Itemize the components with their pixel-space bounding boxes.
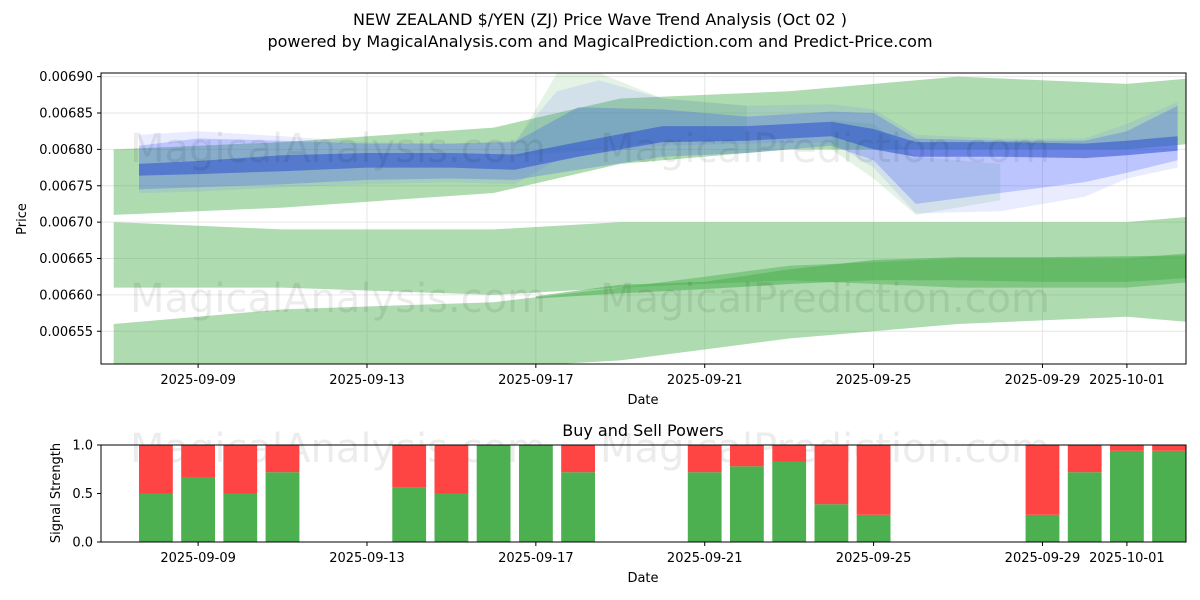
price-x-ticks: 2025-09-09 2025-09-13 2025-09-17 2025-09-21… [160,364,1165,388]
buy-bar [1067,472,1102,542]
signal-x-tick-label: 2025-09-17 [498,551,574,566]
price-gridlines [101,73,1186,364]
sell-bar [1067,445,1102,473]
signal-bars [139,445,1186,542]
price-waves [139,80,1178,214]
buy-bar [1025,514,1060,542]
price-wave-wave-spread [139,105,1178,204]
buy-bar [814,504,849,542]
buy-bar [434,493,469,542]
signal-x-tick-label: 2025-09-13 [329,551,405,566]
signal-title: Buy and Sell Powers [562,421,724,440]
signal-x-tick-label: 2025-09-29 [1005,551,1081,566]
price-band-inner-band [535,255,1186,299]
sell-bar [223,445,258,494]
price-y-tick-label: 0.00670 [39,216,93,231]
price-bands [113,73,1186,364]
buy-bar [1110,450,1144,542]
buy-bar [265,472,300,542]
price-wave-wave-core [139,121,1178,176]
price-band-upper-band [113,76,1186,215]
price-y-tick-label: 0.00655 [39,325,93,340]
sell-bar [772,445,807,462]
price-wave-wave-outer [139,80,1178,214]
price-axes-frame [100,72,1187,365]
chart-title: NEW ZEALAND $/YEN (ZJ) Price Wave Trend … [353,10,847,29]
price-x-tick-label: 2025-09-09 [160,373,236,388]
buy-bar [561,472,595,542]
price-x-tick-label: 2025-09-17 [498,373,574,388]
price-x-tick-label: 2025-09-25 [836,373,912,388]
signal-x-tick-label: 2025-10-01 [1089,551,1165,566]
buy-bar [687,472,722,542]
chart-subtitle: powered by MagicalAnalysis.com and Magic… [267,32,932,51]
sell-bar [814,445,849,505]
buy-bar [476,445,511,542]
sell-bar [392,445,427,488]
signal-x-label: Date [627,571,658,586]
watermark-prediction-mid: MagicalPrediction.com [600,276,1050,322]
watermark-analysis-mid: MagicalAnalysis.com [130,276,546,322]
signal-y-ticks: 0.0 0.5 1.0 [72,439,101,551]
signal-x-ticks: 2025-09-09 2025-09-13 2025-09-17 2025-09-21… [160,542,1165,566]
watermark-analysis-top: MagicalAnalysis.com [130,126,546,172]
price-band-lower-band [113,253,1186,364]
sell-bar [856,445,891,515]
price-y-label: Price [15,203,30,235]
buy-bar [1152,450,1186,542]
price-y-tick-label: 0.00665 [39,252,93,267]
price-y-ticks: 0.00655 0.00660 0.00665 0.00670 0.00675 0.006… [39,70,101,340]
sell-bar [139,445,173,494]
sell-bar [1110,445,1144,451]
sell-bar [1025,445,1060,515]
price-x-tick-label: 2025-09-29 [1005,373,1081,388]
signal-x-tick-label: 2025-09-21 [667,551,743,566]
buy-bar [139,493,173,542]
buy-bar [519,445,553,542]
signal-x-tick-label: 2025-09-09 [160,551,236,566]
buy-bar [181,477,215,542]
buy-bar [730,466,764,542]
price-x-tick-label: 2025-09-21 [667,373,743,388]
sell-bar [181,445,215,477]
buy-bar [772,461,807,542]
price-x-tick-label: 2025-09-13 [329,373,405,388]
signal-panel: Buy and Sell Powers MagicalAnalysis.com … [49,421,1187,586]
sell-bar [1152,445,1186,451]
price-x-tick-label: 2025-10-01 [1089,373,1165,388]
price-y-tick-label: 0.00680 [39,143,93,158]
sell-bar [561,445,595,473]
sell-bar [687,445,722,473]
price-y-tick-label: 0.00685 [39,107,93,122]
sell-bar [265,445,300,473]
price-y-tick-label: 0.00660 [39,288,93,303]
sell-bar [730,445,764,467]
signal-y-tick-label: 0.5 [72,487,93,502]
buy-bar [223,493,258,542]
price-panel: MagicalAnalysis.com MagicalPrediction.co… [15,70,1187,408]
price-x-label: Date [627,393,658,408]
signal-x-tick-label: 2025-09-25 [836,551,912,566]
signal-y-tick-label: 1.0 [72,439,93,454]
buy-bar [856,514,891,542]
signal-y-label: Signal Strength [49,443,64,543]
sell-bar [434,445,469,494]
price-y-tick-label: 0.00690 [39,70,93,85]
signal-y-tick-label: 0.0 [72,536,93,551]
buy-bar [392,487,427,542]
price-y-tick-label: 0.00675 [39,179,93,194]
watermark-prediction-top: MagicalPrediction.com [600,126,1050,172]
